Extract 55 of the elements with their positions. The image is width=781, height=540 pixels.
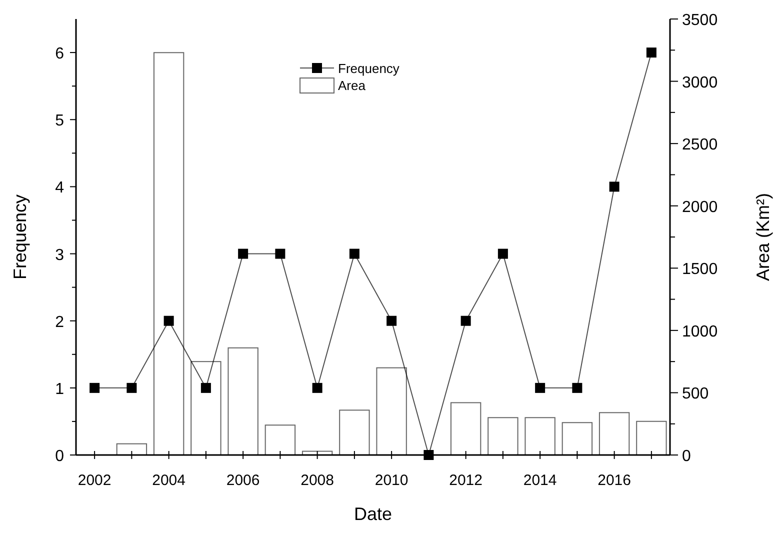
x-tick-label: 2016 bbox=[598, 472, 631, 489]
point bbox=[200, 382, 211, 393]
y-tick-label: 4 bbox=[55, 180, 64, 197]
y2-tick-label: 1500 bbox=[682, 261, 718, 278]
point bbox=[572, 382, 582, 393]
point bbox=[646, 48, 656, 58]
y2-axis-title: Area (Km²) bbox=[753, 192, 773, 282]
y2-tick-label: 1000 bbox=[682, 323, 718, 340]
x-tick-label: 2002 bbox=[78, 472, 112, 489]
bar bbox=[450, 402, 482, 456]
bar bbox=[228, 347, 258, 456]
legend-label: Area bbox=[338, 78, 366, 93]
x-axis-title: Date bbox=[354, 504, 392, 524]
point bbox=[498, 248, 508, 259]
y-tick-label: 0 bbox=[55, 448, 64, 465]
y2-tick-label: 2000 bbox=[682, 198, 718, 216]
x-tick-label: 2004 bbox=[152, 472, 186, 489]
point bbox=[238, 248, 248, 259]
bar bbox=[339, 410, 370, 456]
x-tick-label: 2006 bbox=[226, 472, 260, 489]
bar bbox=[190, 361, 222, 456]
point bbox=[349, 248, 360, 259]
bar bbox=[636, 420, 667, 456]
x-tick-label: 2012 bbox=[449, 472, 482, 489]
y-tick-label: 6 bbox=[55, 46, 64, 63]
point bbox=[312, 382, 322, 393]
legend-label: Frequency bbox=[338, 61, 400, 76]
bar bbox=[376, 367, 407, 456]
point bbox=[90, 382, 100, 393]
x-tick-label: 2014 bbox=[523, 472, 557, 489]
y-axis-title: Frequency bbox=[10, 194, 30, 280]
y2-tick-label: 500 bbox=[682, 386, 709, 403]
y2-tick-label: 3000 bbox=[682, 74, 718, 92]
y-tick-label: 2 bbox=[55, 314, 64, 331]
x-tick-label: 2008 bbox=[300, 472, 334, 489]
y-tick-label: 5 bbox=[55, 112, 64, 130]
bar bbox=[598, 412, 630, 456]
point bbox=[164, 316, 174, 326]
bar bbox=[562, 422, 593, 456]
y2-tick-label: 0 bbox=[682, 448, 691, 465]
point bbox=[609, 182, 620, 192]
point bbox=[275, 248, 286, 259]
y2-tick-label: 2500 bbox=[682, 136, 718, 154]
bar bbox=[488, 417, 518, 456]
point bbox=[535, 382, 546, 393]
y2-tick-label: 3500 bbox=[682, 12, 718, 29]
bar bbox=[153, 52, 184, 456]
point bbox=[386, 316, 397, 326]
bar bbox=[524, 417, 556, 456]
point bbox=[460, 316, 471, 326]
y-tick-label: 3 bbox=[55, 246, 64, 264]
point bbox=[126, 382, 137, 393]
y-tick-label: 1 bbox=[55, 380, 64, 398]
x-tick-label: 2010 bbox=[374, 472, 408, 489]
bar bbox=[264, 424, 296, 456]
